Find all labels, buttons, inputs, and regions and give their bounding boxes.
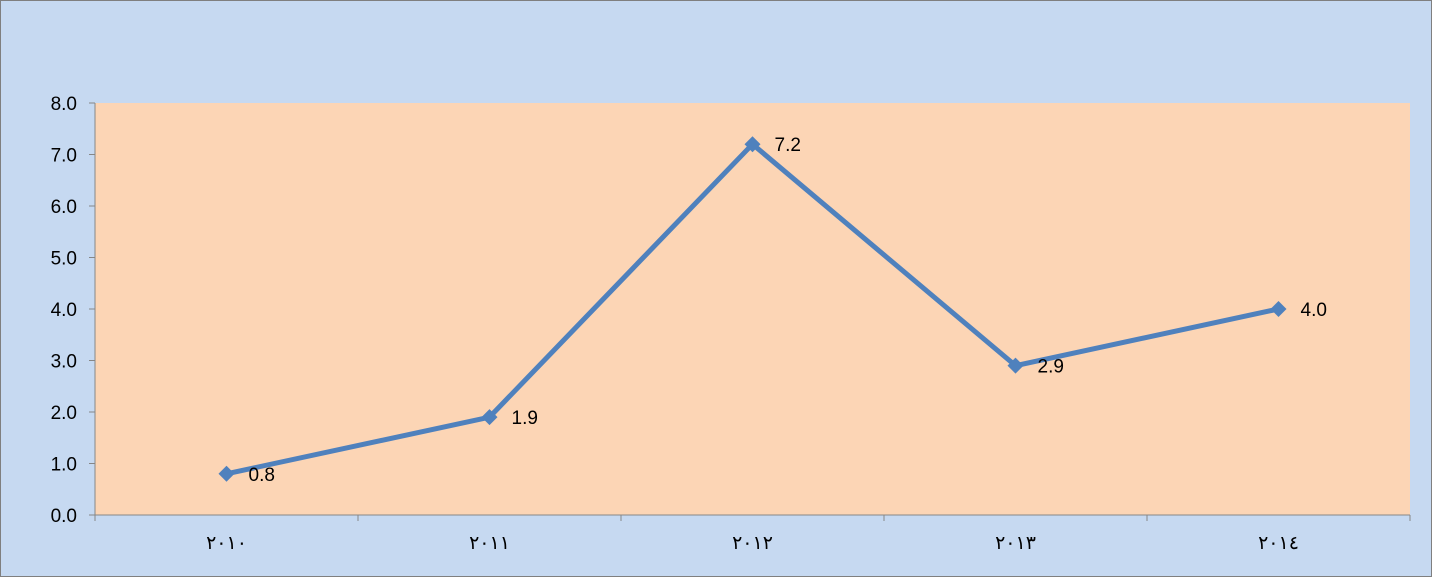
axes: 0.0 1.0 2.0 3.0 4.0 5.0 6.0 7.0 8.0 ٢٠١٠ ٢٠١١ ٢٠١٢ ٢… (51, 94, 1411, 554)
y-tick-label: 7.0 (51, 146, 77, 167)
x-tick-label: ٢٠١٢ (732, 533, 773, 554)
x-tick-label: ٢٠١٠ (206, 533, 247, 554)
labels-group: 0.8 1.9 7.2 2.9 4.0 (249, 135, 1327, 486)
y-tick-label: 0.0 (51, 506, 77, 527)
y-tick-label: 5.0 (51, 249, 77, 270)
y-tick-label: 1.0 (51, 455, 77, 476)
x-tick-label: ٢٠١٤ (1258, 533, 1299, 554)
data-point-marker (481, 409, 498, 426)
data-label: 1.9 (512, 408, 538, 429)
data-point-marker (1270, 301, 1287, 317)
data-label: 7.2 (775, 135, 801, 156)
x-tick-label: ٢٠١١ (469, 533, 510, 554)
y-tick-label: 4.0 (51, 300, 77, 321)
data-label: 4.0 (1301, 300, 1327, 321)
plot-area (95, 103, 1410, 515)
data-point-marker (218, 465, 235, 482)
data-point-marker (1007, 357, 1024, 374)
data-point-marker (744, 136, 761, 153)
y-tick-label: 2.0 (51, 403, 77, 424)
y-tick-label: 6.0 (51, 197, 77, 218)
x-tick-label: ٢٠١٣ (995, 533, 1036, 554)
data-label: 2.9 (1038, 357, 1064, 378)
y-tick-label: 3.0 (51, 352, 77, 373)
series-group (218, 136, 1287, 482)
data-label: 0.8 (249, 465, 275, 486)
y-tick-label: 8.0 (51, 94, 77, 115)
